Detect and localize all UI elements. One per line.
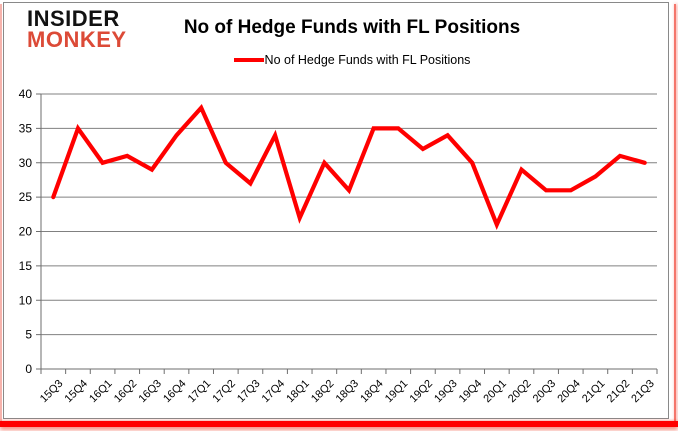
y-axis-label: 20 [19,225,33,239]
legend-label: No of Hedge Funds with FL Positions [264,53,471,67]
x-axis-label: 17Q4 [260,378,288,406]
x-axis-label: 19Q4 [457,378,485,406]
x-axis-label: 20Q1 [481,378,509,406]
y-axis-label: 5 [25,328,32,342]
chart-frame: INSIDER MONKEY No of Hedge Funds with FL… [3,2,669,419]
series-line [51,103,647,230]
frame-left-red-edge [0,4,2,421]
x-axis-label: 15Q4 [63,378,91,406]
x-axis-label: 17Q3 [235,378,263,406]
x-axis-label: 20Q3 [531,378,559,406]
x-axis-label: 19Q1 [383,378,411,406]
x-axis-label: 18Q3 [334,378,362,406]
x-axis-label: 16Q3 [136,378,164,406]
bottom-red-bar [0,421,678,427]
x-axis-label: 18Q1 [284,378,312,406]
y-axis-label: 35 [19,121,33,135]
x-axis-label: 16Q2 [112,378,140,406]
x-axis-label: 19Q3 [432,378,460,406]
x-axis-label: 18Q4 [358,378,386,406]
x-axis-label: 21Q3 [629,378,657,406]
x-axis-label: 17Q1 [186,378,214,406]
y-axis-label: 15 [19,259,33,273]
logo-text-insider: INSIDER [27,6,120,31]
y-axis-label: 25 [19,190,33,204]
line-chart-plot: 0 5 10 15 20 25 30 35 40 15Q315Q416Q116Q216Q316Q4… [19,87,658,406]
chart-title: No of Hedge Funds with FL Positions [183,17,521,38]
frame-right-red-edge [674,4,676,421]
x-axis-label: 18Q2 [309,378,337,406]
x-axis-label: 20Q4 [555,378,583,406]
y-axis-label: 30 [19,156,33,170]
y-axis-label: 40 [19,87,33,101]
x-axis-label: 15Q3 [38,378,66,406]
y-axis-label: 10 [19,293,33,307]
x-axis-label: 17Q2 [210,378,238,406]
insider-monkey-logo: INSIDER MONKEY [27,6,127,52]
x-axis-label: 21Q1 [580,378,608,406]
chart-legend: No of Hedge Funds with FL Positions [44,53,660,67]
x-axis-label: 16Q4 [161,378,189,406]
x-axis-label: 19Q2 [408,378,436,406]
x-axis-label: 16Q1 [87,378,115,406]
x-axis-label: 21Q2 [605,378,633,406]
legend-line-swatch [233,58,264,62]
x-axis-label: 20Q2 [506,378,534,406]
y-axis-label: 0 [25,362,32,376]
logo-text-monkey: MONKEY [27,26,127,52]
